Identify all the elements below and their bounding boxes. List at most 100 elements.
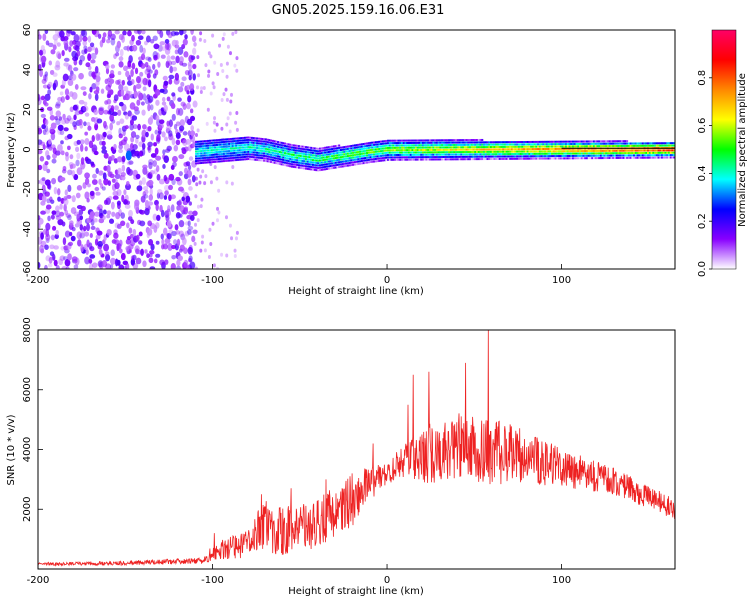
heatmap-cell <box>469 146 472 149</box>
heatmap-cell <box>634 142 637 145</box>
colorbar: 0.00.20.40.60.8 Normalized spectral ampl… <box>697 29 748 277</box>
heatmap-cell <box>219 160 222 163</box>
heatmap-cell <box>98 249 103 256</box>
heatmap-cell <box>434 148 437 151</box>
heatmap-cell <box>406 144 409 147</box>
heatmap-cell <box>285 159 288 162</box>
heatmap-cell <box>116 200 121 206</box>
heatmap-cell <box>305 158 308 161</box>
heatmap-cell <box>205 144 208 147</box>
heatmap-cell <box>149 187 153 196</box>
heatmap-cell <box>399 146 402 149</box>
heatmap-cell <box>404 146 407 149</box>
heatmap-cell <box>455 153 458 156</box>
heatmap-cell <box>91 179 98 185</box>
heatmap-cell <box>39 69 43 78</box>
heatmap-cell <box>200 140 203 143</box>
heatmap-cell <box>584 150 587 153</box>
heatmap-cell <box>465 146 468 149</box>
heatmap-cell <box>65 266 70 269</box>
heatmap-cell <box>544 157 547 160</box>
heatmap-cell <box>505 157 508 160</box>
heatmap-cell <box>474 141 477 144</box>
heatmap-cell <box>324 153 327 156</box>
heatmap-cell <box>287 143 290 146</box>
heatmap-cell <box>615 152 618 155</box>
heatmap-cell <box>355 146 358 149</box>
heatmap-cell <box>162 227 168 236</box>
heatmap-cell <box>121 35 125 43</box>
heatmap-cell <box>221 148 224 151</box>
heatmap-cell <box>425 144 428 147</box>
spectrogram-y-tick-label: -60 <box>22 261 33 277</box>
heatmap-cell <box>159 259 165 266</box>
heatmap-cell <box>425 146 428 149</box>
heatmap-cell <box>606 140 609 143</box>
heatmap-cell <box>259 152 262 155</box>
heatmap-cell <box>46 155 51 160</box>
heatmap-cell <box>273 157 276 160</box>
heatmap-cell <box>116 223 122 230</box>
heatmap-cell <box>359 162 362 165</box>
heatmap-cell <box>387 156 390 159</box>
heatmap-cell <box>140 248 144 256</box>
heatmap-cell <box>346 155 349 158</box>
heatmap-cell <box>339 146 342 149</box>
heatmap-cell <box>159 30 164 39</box>
heatmap-cell <box>142 190 146 198</box>
heatmap-cell <box>257 140 260 143</box>
heatmap-cell <box>659 151 662 154</box>
heatmap-cell <box>383 152 386 155</box>
spectrogram-y-tick-label: 60 <box>22 24 33 37</box>
heatmap-cell <box>524 140 527 143</box>
heatmap-cell <box>235 137 238 140</box>
heatmap-cell <box>219 138 222 141</box>
heatmap-cell <box>570 157 573 160</box>
heatmap-cell <box>659 154 662 157</box>
heatmap-cell <box>598 152 601 155</box>
heatmap-cell <box>287 162 290 165</box>
heatmap-cell <box>153 142 157 147</box>
heatmap-cell <box>200 147 203 150</box>
heatmap-cell <box>268 146 271 149</box>
heatmap-cell <box>155 240 160 245</box>
heatmap-cell <box>486 153 489 156</box>
heatmap-cell <box>641 149 644 152</box>
heatmap-cell <box>148 194 154 201</box>
heatmap-cell <box>668 154 671 157</box>
heatmap-cell <box>228 150 231 153</box>
heatmap-cell <box>547 140 550 143</box>
heatmap-cell <box>558 143 561 146</box>
heatmap-cell <box>402 158 405 161</box>
heatmap-cell <box>585 154 588 157</box>
heatmap-cell <box>284 142 287 145</box>
heatmap-cell <box>584 145 587 148</box>
heatmap-cell <box>190 125 195 131</box>
heatmap-cell <box>171 60 177 66</box>
heatmap-cell <box>346 159 349 162</box>
heatmap-cell <box>113 232 119 239</box>
heatmap-cell <box>573 140 576 143</box>
spectrogram-y-label: Frequency (Hz) <box>6 112 17 188</box>
heatmap-cell <box>662 156 665 159</box>
heatmap-cell <box>420 153 423 156</box>
heatmap-cell <box>521 155 524 158</box>
heatmap-cell <box>661 154 664 157</box>
heatmap-cell <box>247 153 250 156</box>
heatmap-cell <box>490 143 493 146</box>
heatmap-cell <box>444 144 447 147</box>
heatmap-cell <box>558 145 561 148</box>
heatmap-cell <box>292 153 295 156</box>
heatmap-cell <box>191 235 196 243</box>
heatmap-cell <box>84 172 90 179</box>
heatmap-cell <box>572 145 575 148</box>
heatmap-cell <box>413 153 416 156</box>
heatmap-cell <box>118 264 125 269</box>
heatmap-cell <box>552 155 555 158</box>
heatmap-cell <box>229 137 232 140</box>
heatmap-cell <box>107 130 113 137</box>
heatmap-cell <box>439 153 442 156</box>
heatmap-cell <box>181 196 186 202</box>
heatmap-cell <box>195 157 198 160</box>
heatmap-cell <box>394 144 397 147</box>
